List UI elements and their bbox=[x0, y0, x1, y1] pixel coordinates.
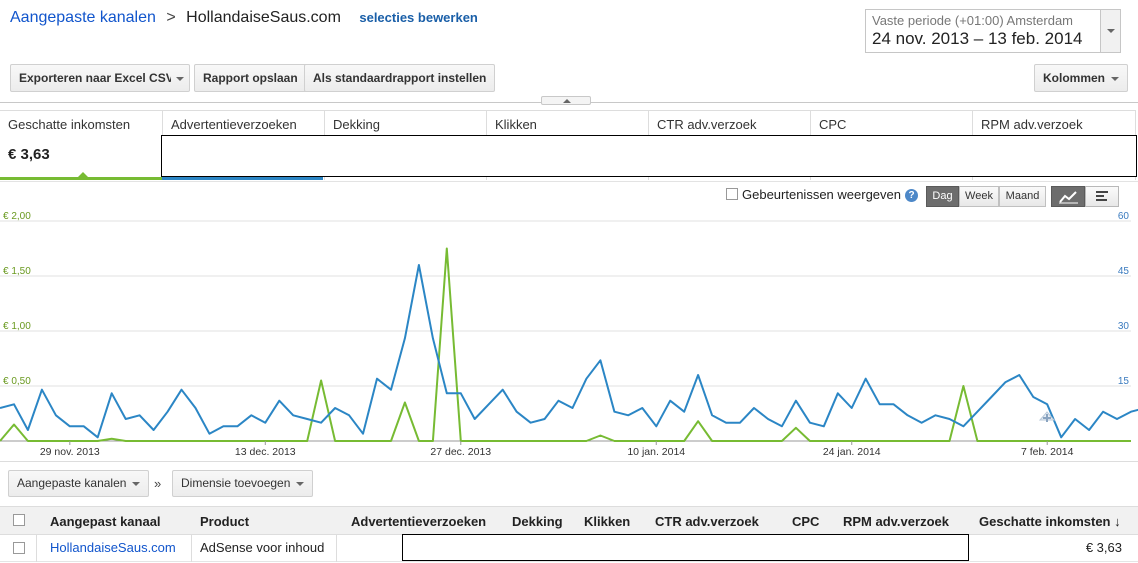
granularity-week[interactable]: Week bbox=[959, 186, 999, 207]
custom-channels-label: Aangepaste kanalen bbox=[17, 476, 127, 490]
redacted-row-values bbox=[402, 534, 969, 561]
add-dimension-dropdown[interactable]: Dimensie toevoegen bbox=[172, 470, 314, 497]
table-row: HollandaiseSaus.com AdSense voor inhoud … bbox=[0, 535, 1138, 562]
granularity-month[interactable]: Maand bbox=[999, 186, 1046, 207]
save-report-label: Rapport opslaan bbox=[203, 71, 298, 85]
columns-label: Kolommen bbox=[1043, 71, 1106, 85]
add-dimension-label: Dimensie toevoegen bbox=[181, 476, 291, 490]
right-axis-tick-label: 45 bbox=[1118, 266, 1130, 277]
redacted-area bbox=[161, 135, 1137, 177]
tab-label: RPM adv.verzoek bbox=[981, 117, 1083, 132]
x-axis-tick-label: 13 dec. 2013 bbox=[235, 446, 296, 458]
row-checkbox[interactable] bbox=[13, 542, 25, 554]
chevron-up-icon bbox=[563, 99, 571, 103]
granularity-day[interactable]: Dag bbox=[926, 186, 959, 207]
right-axis-tick-label: 60 bbox=[1118, 211, 1130, 222]
custom-channels-dropdown[interactable]: Aangepaste kanalen bbox=[8, 470, 150, 497]
set-default-label: Als standaardrapport instellen bbox=[313, 71, 487, 85]
tab-label: Geschatte inkomsten bbox=[8, 117, 131, 132]
x-axis-tick-label: 24 jan. 2014 bbox=[823, 446, 881, 458]
x-axis-tick-label: 29 nov. 2013 bbox=[40, 446, 100, 458]
x-axis-tick-label: 7 feb. 2014 bbox=[1021, 446, 1074, 458]
tab-estimated-earnings[interactable]: Geschatte inkomsten € 3,63 bbox=[0, 110, 162, 180]
right-axis-tick-label: 15 bbox=[1118, 376, 1130, 387]
period-value: 24 nov. 2013 – 13 feb. 2014 bbox=[872, 29, 1083, 48]
export-dropdown-button[interactable] bbox=[171, 64, 190, 92]
breadcrumb-current: HollandaiseSaus.com bbox=[186, 9, 341, 26]
bar-chart-view-button[interactable] bbox=[1085, 186, 1119, 207]
column-header-channel[interactable]: Aangepast kanaal bbox=[50, 514, 161, 529]
table-header: Aangepast kanaal Product Advertentieverz… bbox=[0, 506, 1138, 535]
ad-requests-series-line bbox=[0, 264, 1138, 439]
save-report-button[interactable]: Rapport opslaan bbox=[194, 64, 307, 92]
dimension-separator: » bbox=[154, 476, 162, 491]
column-header-cpc[interactable]: CPC bbox=[792, 514, 820, 529]
line-chart-icon bbox=[1059, 191, 1078, 204]
column-divider bbox=[191, 535, 192, 562]
tab-label: Advertentieverzoeken bbox=[171, 117, 297, 132]
chart-annotation-marker[interactable] bbox=[1038, 411, 1056, 422]
right-axis-tick-label: 30 bbox=[1118, 321, 1130, 332]
earnings-cell: € 3,63 bbox=[1085, 540, 1122, 555]
channel-link[interactable]: HollandaiseSaus.com bbox=[50, 540, 176, 555]
help-icon[interactable]: ? bbox=[905, 189, 918, 202]
column-header-ad-requests[interactable]: Advertentieverzoeken bbox=[351, 514, 487, 529]
date-range-dropdown-button[interactable] bbox=[1100, 10, 1120, 52]
report-header: Aangepaste kanalen > HollandaiseSaus.com… bbox=[0, 0, 1138, 58]
column-divider bbox=[36, 535, 37, 562]
events-label: Gebeurtenissen weergeven bbox=[742, 187, 901, 202]
earnings-line-chart: € 2,00 € 1,50 € 1,00 € 0,50 60 45 30 15 29 nov. … bbox=[0, 211, 1138, 458]
x-axis-tick-label: 10 jan. 2014 bbox=[627, 446, 685, 458]
column-header-clicks[interactable]: Klikken bbox=[584, 514, 631, 529]
breadcrumb-separator: > bbox=[166, 9, 176, 26]
column-header-earnings[interactable]: Geschatte inkomsten ↓ bbox=[979, 514, 1121, 529]
export-csv-button[interactable]: Exporteren naar Excel CSV bbox=[10, 64, 174, 92]
earnings-tab-underline bbox=[0, 177, 162, 180]
column-header-coverage[interactable]: Dekking bbox=[512, 514, 563, 529]
chevron-down-icon bbox=[176, 77, 184, 81]
tab-label: Klikken bbox=[495, 117, 537, 132]
earnings-series-line bbox=[0, 247, 1131, 442]
tab-label: CTR adv.verzoek bbox=[657, 117, 757, 132]
export-csv-label: Exporteren naar Excel CSV bbox=[19, 71, 174, 85]
column-header-ctr[interactable]: CTR adv.verzoek bbox=[655, 514, 759, 529]
x-axis-tick-label: 27 dec. 2013 bbox=[430, 446, 491, 458]
breadcrumb-link-custom-channels[interactable]: Aangepaste kanalen bbox=[10, 9, 156, 26]
period-label: Vaste periode (+01:00) Amsterdam bbox=[872, 13, 1074, 28]
column-header-product[interactable]: Product bbox=[200, 514, 250, 529]
events-toggle[interactable]: Gebeurtenissen weergeven? bbox=[726, 187, 918, 202]
columns-button[interactable]: Kolommen bbox=[1034, 64, 1129, 92]
product-cell: AdSense voor inhoud bbox=[200, 540, 325, 555]
chevron-down-icon bbox=[1107, 29, 1115, 33]
left-axis-tick-label: € 1,50 bbox=[3, 266, 31, 277]
column-header-rpm[interactable]: RPM adv.verzoek bbox=[843, 514, 949, 529]
edit-selections-link[interactable]: selecties bewerken bbox=[359, 10, 478, 25]
breadcrumb: Aangepaste kanalen > HollandaiseSaus.com… bbox=[10, 9, 478, 27]
tab-label: CPC bbox=[819, 117, 847, 132]
chevron-down-icon bbox=[1111, 76, 1120, 81]
dimension-bar bbox=[0, 461, 1138, 505]
set-default-report-button[interactable]: Als standaardrapport instellen bbox=[304, 64, 496, 92]
chart-axis-labels: € 2,00 € 1,50 € 1,00 € 0,50 60 45 30 15 29 nov. … bbox=[3, 211, 1129, 458]
chevron-down-icon bbox=[296, 481, 305, 486]
line-chart-view-button[interactable] bbox=[1051, 186, 1085, 207]
column-divider bbox=[336, 535, 337, 562]
select-all-checkbox[interactable] bbox=[13, 514, 25, 526]
left-axis-tick-label: € 2,00 bbox=[3, 211, 31, 222]
bar-chart-icon bbox=[1096, 191, 1108, 201]
chart-series bbox=[0, 247, 1138, 442]
left-axis-tick-label: € 0,50 bbox=[3, 376, 31, 387]
chevron-down-icon bbox=[132, 481, 141, 486]
date-range-picker[interactable]: Vaste periode (+01:00) Amsterdam 24 nov.… bbox=[865, 9, 1121, 53]
earnings-value: € 3,63 bbox=[8, 146, 50, 163]
chart-panel bbox=[0, 181, 1138, 461]
events-checkbox[interactable] bbox=[726, 188, 738, 200]
toolbar: Exporteren naar Excel CSV Rapport opslaa… bbox=[0, 64, 1138, 94]
earnings-tab-notch bbox=[78, 172, 88, 177]
tab-label: Dekking bbox=[333, 117, 380, 132]
collapse-toggle[interactable] bbox=[541, 96, 591, 105]
left-axis-tick-label: € 1,00 bbox=[3, 321, 31, 332]
ad-requests-tab-underline bbox=[162, 177, 323, 180]
